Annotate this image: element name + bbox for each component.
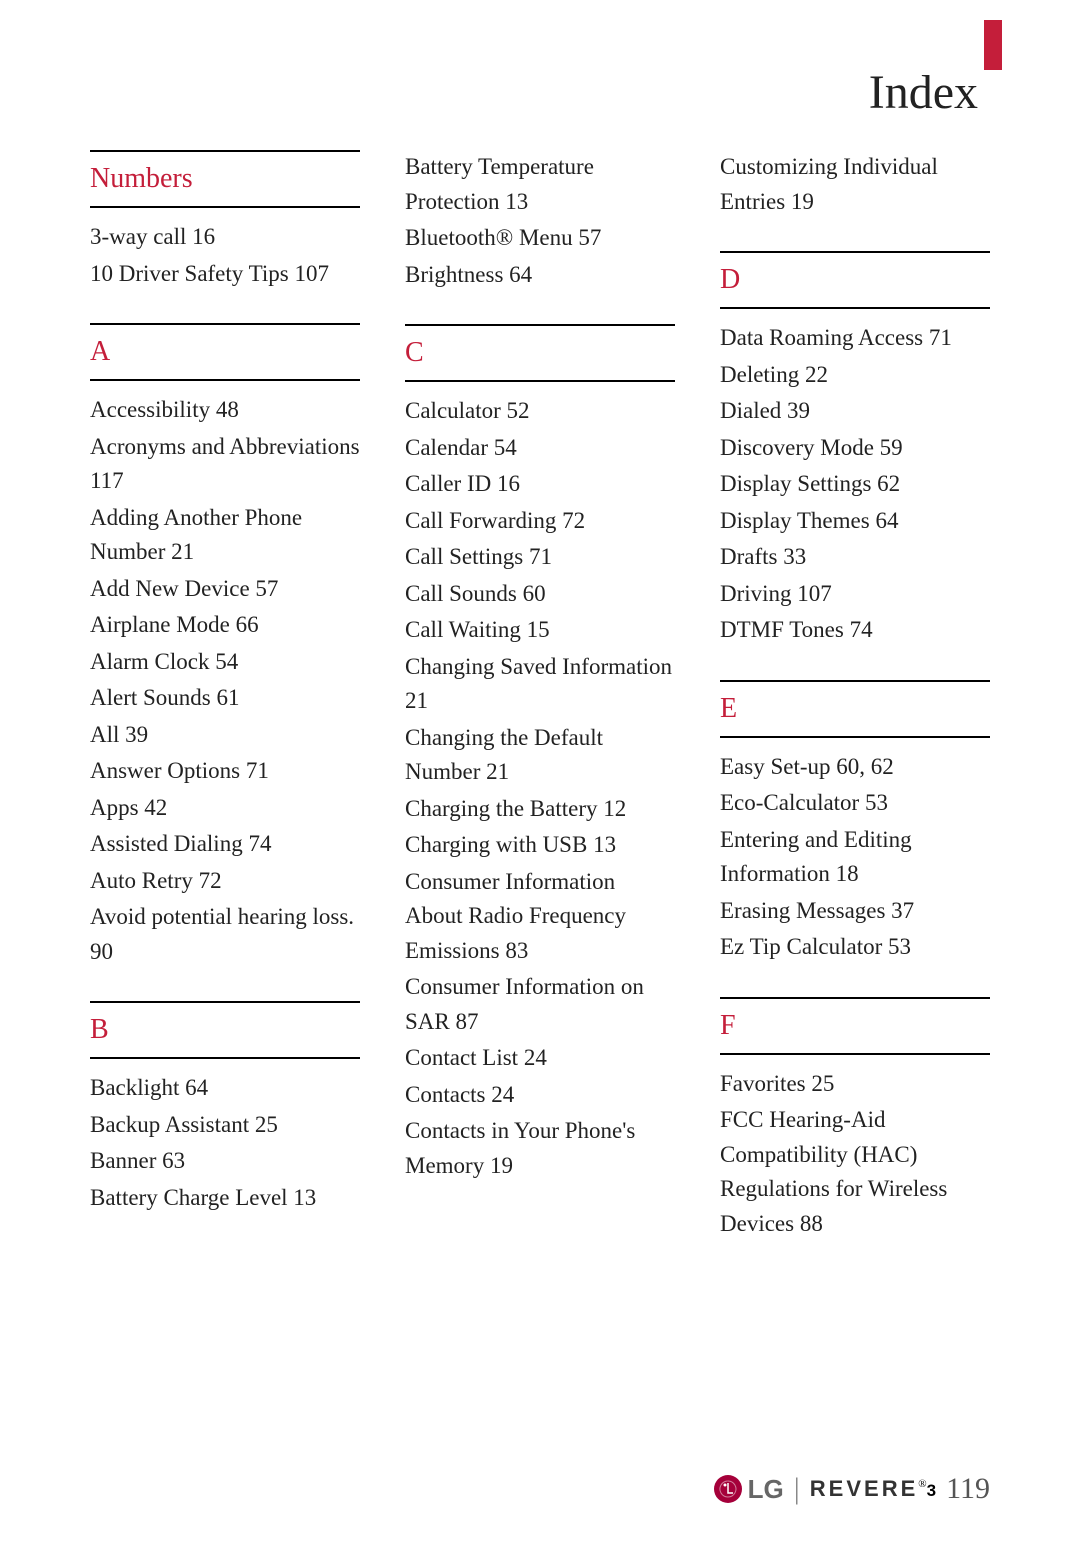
index-entry: Answer Options 71: [90, 754, 360, 789]
index-entry: Banner 63: [90, 1144, 360, 1179]
section-heading: E: [720, 680, 990, 738]
footer-divider: |: [794, 1472, 800, 1506]
index-entry: Display Themes 64: [720, 504, 990, 539]
section-heading: B: [90, 1001, 360, 1059]
index-entry: Contacts in Your Phone's Memory 19: [405, 1114, 675, 1183]
index-entry: Easy Set-up 60, 62: [720, 750, 990, 785]
index-entry: All 39: [90, 718, 360, 753]
index-entry: Data Roaming Access 71: [720, 321, 990, 356]
index-entry: Alarm Clock 54: [90, 645, 360, 680]
page-title: Index: [90, 65, 990, 120]
index-entry: Battery Temperature Protection 13: [405, 150, 675, 219]
index-entry: Contacts 24: [405, 1078, 675, 1113]
index-entry: Favorites 25: [720, 1067, 990, 1102]
index-entry: Contact List 24: [405, 1041, 675, 1076]
index-entry: Driving 107: [720, 577, 990, 612]
index-entry: Changing Saved Information 21: [405, 650, 675, 719]
index-entry: 3-way call 16: [90, 220, 360, 255]
product-name: REVERE®3: [810, 1476, 936, 1503]
section-heading: A: [90, 323, 360, 381]
section-heading: C: [405, 324, 675, 382]
index-entry: Acronyms and Abbreviations 117: [90, 430, 360, 499]
index-entry: Call Sounds 60: [405, 577, 675, 612]
section-heading: F: [720, 997, 990, 1055]
index-columns: Numbers 3-way call 1610 Driver Safety Tip…: [90, 150, 990, 1243]
index-entry: Ez Tip Calculator 53: [720, 930, 990, 965]
index-entry: Charging with USB 13: [405, 828, 675, 863]
index-entry: Backup Assistant 25: [90, 1108, 360, 1143]
index-entry: Backlight 64: [90, 1071, 360, 1106]
index-entry: Entering and Editing Information 18: [720, 823, 990, 892]
index-entry: Drafts 33: [720, 540, 990, 575]
index-entry: Deleting 22: [720, 358, 990, 393]
index-entry: Battery Charge Level 13: [90, 1181, 360, 1216]
index-entry: Eco-Calculator 53: [720, 786, 990, 821]
index-entry: Call Waiting 15: [405, 613, 675, 648]
index-entry: Adding Another Phone Number 21: [90, 501, 360, 570]
lg-icon: [714, 1475, 742, 1503]
index-entry: DTMF Tones 74: [720, 613, 990, 648]
index-entry: Brightness 64: [405, 258, 675, 293]
column-2: Battery Temperature Protection 13Bluetoo…: [405, 150, 675, 1243]
index-entry: Consumer Information About Radio Frequen…: [405, 865, 675, 969]
index-entry: Display Settings 62: [720, 467, 990, 502]
index-entry: Assisted Dialing 74: [90, 827, 360, 862]
index-entry: Airplane Mode 66: [90, 608, 360, 643]
index-entry: Consumer Information on SAR 87: [405, 970, 675, 1039]
index-entry: FCC Hearing-Aid Compatibility (HAC) Regu…: [720, 1103, 990, 1241]
index-entry: Calculator 52: [405, 394, 675, 429]
index-entry: Add New Device 57: [90, 572, 360, 607]
lg-logo: LG: [714, 1474, 784, 1505]
index-entry: Charging the Battery 12: [405, 792, 675, 827]
index-entry: Dialed 39: [720, 394, 990, 429]
page-footer: LG | REVERE®3 119: [714, 1472, 990, 1506]
index-entry: Call Forwarding 72: [405, 504, 675, 539]
index-entry: Apps 42: [90, 791, 360, 826]
index-entry: Calendar 54: [405, 431, 675, 466]
index-entry: Erasing Messages 37: [720, 894, 990, 929]
index-entry: Changing the Default Number 21: [405, 721, 675, 790]
index-entry: 10 Driver Safety Tips 107: [90, 257, 360, 292]
index-entry: Customizing Individual Entries 19: [720, 150, 990, 219]
lg-brand-text: LG: [748, 1474, 784, 1505]
index-entry: Accessibility 48: [90, 393, 360, 428]
index-entry: Avoid potential hearing loss. 90: [90, 900, 360, 969]
section-heading: Numbers: [90, 150, 360, 208]
section-heading: D: [720, 251, 990, 309]
index-entry: Discovery Mode 59: [720, 431, 990, 466]
page-number: 119: [946, 1472, 990, 1506]
accent-tab: [984, 20, 1002, 70]
column-1: Numbers 3-way call 1610 Driver Safety Tip…: [90, 150, 360, 1243]
index-entry: Auto Retry 72: [90, 864, 360, 899]
index-entry: Caller ID 16: [405, 467, 675, 502]
column-3: Customizing Individual Entries 19 D Data R…: [720, 150, 990, 1243]
index-entry: Alert Sounds 61: [90, 681, 360, 716]
index-entry: Bluetooth® Menu 57: [405, 221, 675, 256]
index-entry: Call Settings 71: [405, 540, 675, 575]
